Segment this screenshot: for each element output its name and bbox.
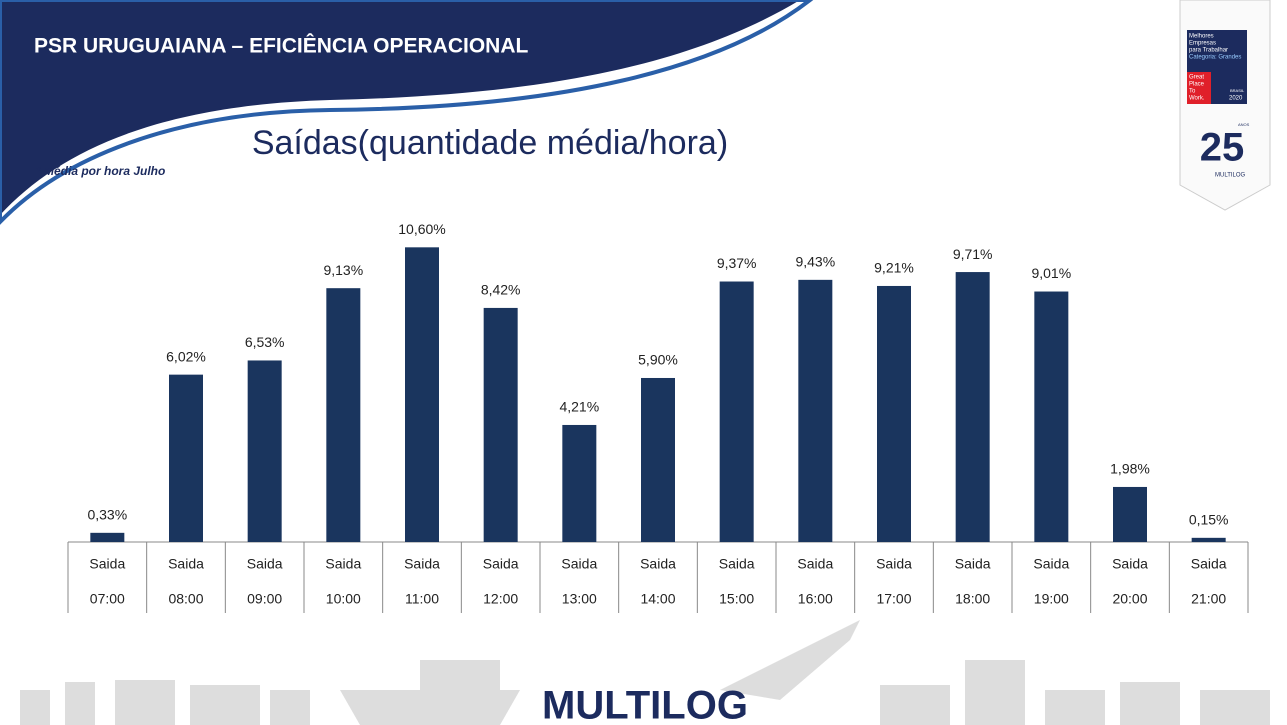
data-label: 6,53%	[245, 334, 285, 350]
data-label: 0,33%	[87, 507, 127, 523]
icon	[880, 685, 950, 725]
badge-25: 25	[1200, 126, 1245, 170]
x-tick-label: 09:00	[247, 591, 282, 607]
x-tick-label: Saida	[1033, 556, 1069, 572]
icon	[20, 690, 50, 725]
x-tick-label: 12:00	[483, 591, 518, 607]
badge-text: Melhores	[1189, 34, 1214, 40]
bar	[405, 247, 439, 542]
x-tick-label: 17:00	[876, 591, 911, 607]
icon	[65, 682, 95, 725]
icon	[115, 680, 175, 725]
x-tick-label: Saida	[1191, 556, 1227, 572]
badge-text: para Trabalhar	[1189, 48, 1228, 54]
bar	[248, 360, 282, 542]
badge-brand: MULTILOG	[1215, 173, 1246, 179]
bar	[326, 288, 360, 542]
x-tick-label: 13:00	[562, 591, 597, 607]
icon	[1200, 690, 1270, 725]
x-tick-label: Saida	[719, 556, 755, 572]
x-tick-label: Saida	[168, 556, 204, 572]
badge-text: Place	[1189, 82, 1205, 88]
bar	[720, 282, 754, 542]
bar	[956, 272, 990, 542]
bar	[798, 280, 832, 542]
data-label: 1,98%	[1110, 461, 1150, 477]
data-label: 8,42%	[481, 282, 521, 298]
header-title: PSR URUGUAIANA – EFICIÊNCIA OPERACIONAL	[34, 34, 528, 58]
x-tick-label: 07:00	[90, 591, 125, 607]
bar	[562, 425, 596, 542]
bar	[90, 533, 124, 542]
bar	[1192, 538, 1226, 542]
x-tick-label: Saida	[876, 556, 912, 572]
data-label: 9,21%	[874, 260, 914, 276]
x-tick-label: Saida	[561, 556, 597, 572]
data-label: 6,02%	[166, 348, 206, 364]
badge-text: 2020	[1229, 96, 1243, 102]
x-tick-label: Saida	[955, 556, 991, 572]
x-tick-label: Saida	[89, 556, 125, 572]
x-tick-label: Saida	[404, 556, 440, 572]
data-label: 9,71%	[953, 246, 993, 262]
footer-logo: MULTILOG	[542, 684, 748, 725]
badge-text: To	[1189, 89, 1196, 95]
data-label: 10,60%	[398, 221, 445, 237]
data-label: 9,13%	[323, 262, 363, 278]
data-label: 9,01%	[1031, 265, 1071, 281]
bar	[641, 378, 675, 542]
x-tick-label: 16:00	[798, 591, 833, 607]
badge-text: Great	[1189, 75, 1204, 81]
data-label: 4,21%	[559, 399, 599, 415]
icon	[340, 690, 520, 725]
bar	[877, 286, 911, 542]
chart-title: Saídas(quantidade média/hora)	[252, 124, 728, 162]
bar	[169, 375, 203, 542]
icon	[190, 685, 260, 725]
x-tick-label: 14:00	[640, 591, 675, 607]
badge-text: Empresas	[1189, 41, 1216, 47]
badge-anos: ANOS	[1238, 122, 1250, 127]
x-tick-label: 18:00	[955, 591, 990, 607]
x-tick-label: 08:00	[168, 591, 203, 607]
icon	[270, 690, 310, 725]
bar	[1034, 292, 1068, 542]
icon	[965, 660, 1025, 725]
x-tick-label: 10:00	[326, 591, 361, 607]
chart-note: * Média por hora Julho	[36, 164, 165, 178]
data-label: 9,37%	[717, 255, 757, 271]
bar	[484, 308, 518, 542]
x-tick-label: Saida	[797, 556, 833, 572]
x-tick-label: 19:00	[1034, 591, 1069, 607]
x-tick-label: Saida	[483, 556, 519, 572]
icon	[1045, 690, 1105, 725]
x-tick-label: Saida	[247, 556, 283, 572]
x-tick-label: 21:00	[1191, 591, 1226, 607]
x-tick-label: Saida	[325, 556, 361, 572]
x-tick-label: 15:00	[719, 591, 754, 607]
x-tick-label: 11:00	[405, 591, 439, 607]
data-label: 0,15%	[1189, 512, 1229, 528]
icon	[1120, 682, 1180, 725]
x-tick-label: Saida	[1112, 556, 1148, 572]
x-tick-label: 20:00	[1112, 591, 1147, 607]
x-tick-label: Saida	[640, 556, 676, 572]
data-label: 9,43%	[795, 254, 835, 270]
badge-text: Categoria: Grandes	[1189, 55, 1241, 61]
icon	[420, 660, 500, 690]
badge-text: BRASIL	[1230, 88, 1245, 93]
badge-text: Work.	[1189, 96, 1205, 102]
data-label: 5,90%	[638, 352, 678, 368]
bar	[1113, 487, 1147, 542]
slide: PSR URUGUAIANA – EFICIÊNCIA OPERACIONAL …	[0, 0, 1287, 725]
